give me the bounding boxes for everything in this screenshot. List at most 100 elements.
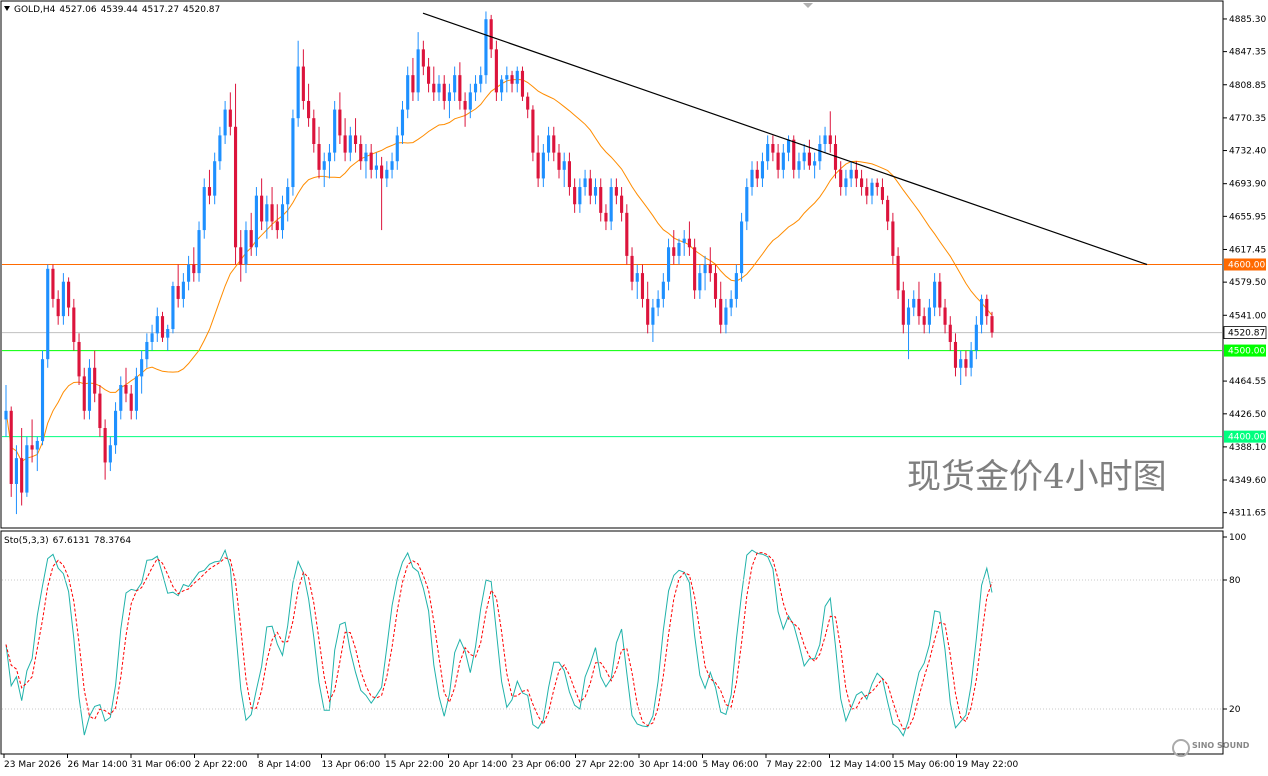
- logo-text: SINO SOUND: [1192, 741, 1250, 750]
- candle-body: [343, 135, 347, 153]
- time-tick-label: 8 Apr 14:00: [258, 760, 311, 770]
- ohlc-low: 4517.27: [142, 5, 179, 15]
- candle-body: [604, 212, 608, 222]
- price-axis: 4885.30 4847.35 4808.85 4770.35 4732.40 4693.…: [1223, 15, 1266, 519]
- candle-body: [985, 298, 989, 317]
- time-tick-label: 12 May 14:00: [830, 760, 892, 770]
- candle-body: [30, 445, 34, 450]
- candle-body: [990, 316, 994, 333]
- candle-body: [797, 161, 801, 170]
- header-comma: ,: [40, 5, 43, 15]
- level-badge-text: 4400.00: [1228, 433, 1265, 443]
- candle-body: [541, 152, 545, 179]
- time-tick-label: 26 Mar 14:00: [68, 760, 128, 770]
- stochastic-pane[interactable]: [0, 530, 1224, 755]
- candle-body: [666, 247, 671, 282]
- dropdown-triangle-icon[interactable]: [4, 6, 10, 11]
- candle-body: [849, 169, 853, 179]
- candle-body: [291, 118, 295, 188]
- stochastic-axis: 100 80 20: [1223, 533, 1246, 715]
- time-tick-label: 23 Mar 2026: [4, 760, 61, 770]
- candle-body: [573, 187, 577, 205]
- candle-body: [98, 393, 102, 429]
- candle-body: [536, 152, 540, 179]
- stochastic-signal-value: 78.3764: [94, 536, 131, 546]
- price-tick-label: 4579.50: [1229, 278, 1266, 288]
- candle-body: [359, 144, 363, 162]
- candle-body: [938, 281, 942, 308]
- candle-body: [473, 83, 478, 93]
- candle-body: [166, 329, 170, 338]
- candle-body: [432, 83, 436, 93]
- candle-body: [124, 384, 128, 394]
- candle-body: [317, 144, 321, 170]
- level-badge: [1224, 258, 1266, 271]
- candle-body: [552, 135, 556, 153]
- candle-body: [348, 135, 352, 153]
- candle-body: [620, 195, 624, 213]
- candle-body: [500, 79, 504, 93]
- candle-body: [479, 75, 483, 84]
- time-tick-label: 15 Apr 22:00: [385, 760, 444, 770]
- candle-body: [312, 118, 316, 145]
- candle-body: [703, 264, 707, 274]
- candle-body: [286, 187, 290, 205]
- candle-body: [933, 281, 937, 308]
- candle-body: [860, 178, 864, 188]
- candle-body: [463, 100, 467, 110]
- time-tick-label: 23 Apr 06:00: [512, 760, 571, 770]
- candle-body: [82, 376, 86, 411]
- logo-mark-icon: [1172, 739, 1190, 757]
- candle-body: [77, 341, 81, 377]
- candle-body: [901, 290, 905, 325]
- candle-body: [646, 298, 650, 325]
- moving-average-layer: [5, 78, 993, 463]
- price-tick-label: 4808.85: [1229, 81, 1266, 91]
- candle-body: [453, 75, 457, 93]
- candle-body: [708, 264, 712, 274]
- candle-body: [531, 109, 535, 153]
- horizontal-levels[interactable]: 4600.00 4500.00 4400.00 4520.87: [2, 258, 1267, 443]
- candle-body: [202, 187, 206, 231]
- candle-body: [593, 187, 598, 196]
- time-tick-label: 15 May 06:00: [893, 760, 955, 770]
- candle-body: [755, 169, 759, 179]
- candle-body: [119, 384, 123, 411]
- candle-body: [265, 204, 269, 222]
- candle-body: [948, 324, 952, 342]
- trendline-layer[interactable]: [422, 12, 1148, 266]
- moving-average-line: [5, 78, 993, 463]
- chart-watermark: 现货金价4小时图: [907, 457, 1167, 497]
- candle-body: [943, 307, 947, 325]
- candle-body: [442, 83, 446, 101]
- candle-body: [813, 161, 817, 166]
- candle-body: [651, 307, 655, 325]
- candle-body: [134, 376, 138, 411]
- candle-body: [218, 135, 222, 162]
- candle-body: [969, 350, 973, 368]
- symbol-header: GOLD,H4 4527.06 4539.44 4517.27 4520.87: [14, 5, 220, 15]
- scroll-marker-icon[interactable]: [803, 3, 813, 8]
- candle-body: [25, 445, 29, 493]
- current-price-badge: [1223, 326, 1267, 340]
- candle-body: [197, 230, 201, 274]
- candle-body: [489, 19, 493, 50]
- candle-body: [964, 359, 968, 368]
- candle-body: [61, 281, 65, 317]
- candle-body: [614, 187, 618, 196]
- ohlc-open: 4527.06: [59, 5, 96, 15]
- candle-body: [155, 316, 159, 334]
- candle-body: [260, 195, 264, 222]
- candle-body: [886, 199, 890, 222]
- stochastic-header: Sto(5,3,3) 67.6131 78.3764: [4, 536, 131, 546]
- downtrend-line[interactable]: [422, 12, 1148, 266]
- level-badge: [1224, 430, 1266, 443]
- candle-body: [176, 286, 180, 299]
- candle-body: [447, 92, 452, 101]
- candle-body: [374, 165, 378, 170]
- stochastic-main-line: [5, 548, 993, 737]
- price-tick-label: 4770.35: [1229, 114, 1266, 124]
- candle-body: [20, 458, 24, 493]
- candle-body: [713, 273, 718, 299]
